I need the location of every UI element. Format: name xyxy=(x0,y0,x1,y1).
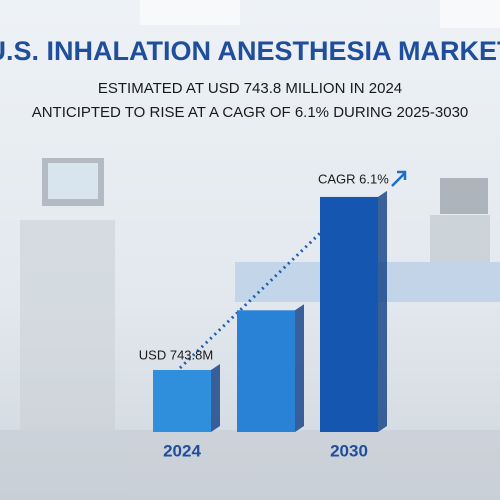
title: U.S. INHALATION ANESTHESIA MARKET xyxy=(0,36,500,66)
value-label: USD 743.8M xyxy=(139,347,213,362)
subtitle: ESTIMATED AT USD 743.8 MILLION IN 2024 xyxy=(98,80,402,97)
bar xyxy=(237,310,295,432)
bar-side xyxy=(378,190,387,432)
bar-side xyxy=(295,304,304,432)
x-tick-label: 2030 xyxy=(330,441,368,460)
annotation-arrow xyxy=(391,170,407,187)
bar xyxy=(320,196,378,432)
bar-side xyxy=(211,364,220,432)
trend-line xyxy=(178,212,342,370)
bar xyxy=(153,370,211,432)
x-tick-label: 2024 xyxy=(163,441,201,460)
subtitle: ANTICIPTED TO RISE AT A CAGR OF 6.1% DUR… xyxy=(32,104,469,121)
annotation: CAGR 6.1% xyxy=(318,171,389,186)
